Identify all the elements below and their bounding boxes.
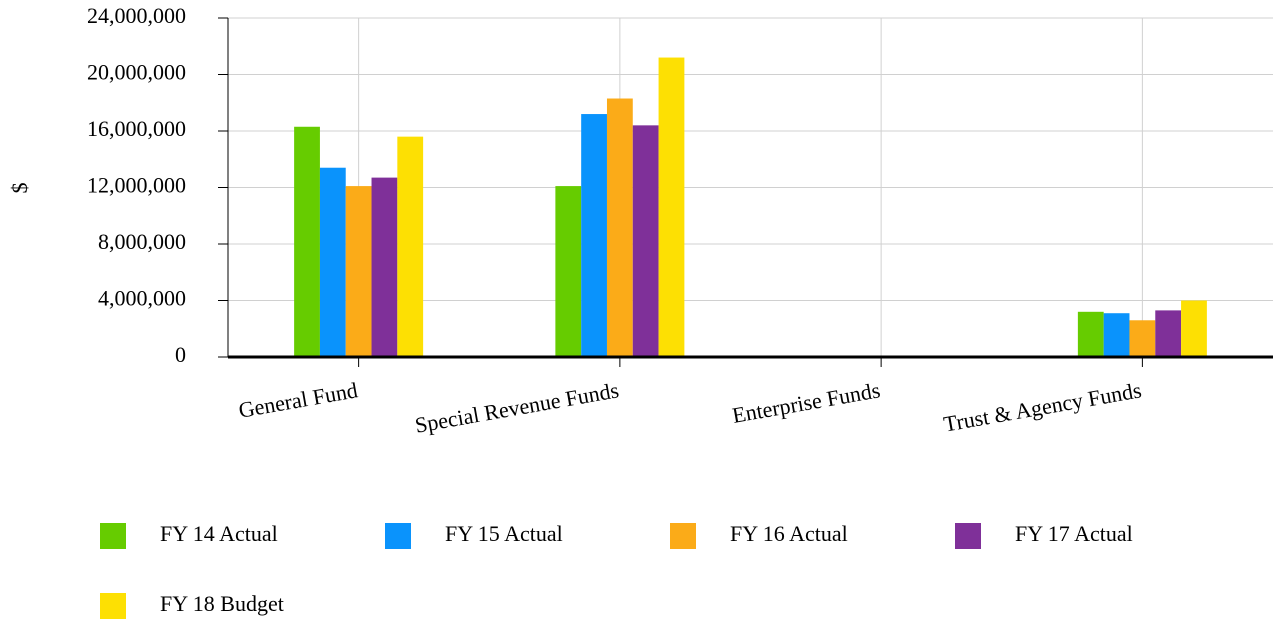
y-tick-label: 24,000,000 — [87, 3, 186, 28]
legend-swatch — [385, 523, 411, 549]
x-tick-label: General Fund — [237, 377, 360, 423]
bar — [1077, 311, 1104, 357]
y-tick-label: 20,000,000 — [87, 60, 186, 85]
legend-label: FY 15 Actual — [445, 521, 563, 546]
bar — [319, 167, 346, 357]
bar — [397, 136, 424, 357]
bar — [1181, 300, 1207, 357]
legend-label: FY 18 Budget — [160, 591, 284, 616]
y-tick-label: 4,000,000 — [98, 286, 186, 311]
bar — [581, 114, 607, 357]
bar — [632, 125, 659, 357]
y-axis-label: $ — [7, 183, 32, 194]
y-tick-label: 16,000,000 — [87, 116, 186, 141]
bar — [294, 126, 320, 357]
bar — [371, 177, 398, 357]
legend-swatch — [100, 523, 126, 549]
legend-swatch — [100, 593, 126, 619]
x-tick-label: Enterprise Funds — [730, 377, 882, 428]
bar — [606, 98, 633, 357]
bar — [1155, 310, 1182, 357]
legend-swatch — [670, 523, 696, 549]
y-tick-label: 12,000,000 — [87, 173, 186, 198]
bar — [1103, 313, 1130, 357]
bar — [658, 57, 685, 358]
x-tick-label: Trust & Agency Funds — [942, 377, 1144, 436]
x-tick-label: Special Revenue Funds — [413, 377, 621, 437]
legend-label: FY 14 Actual — [160, 521, 278, 546]
bar — [1129, 320, 1156, 357]
legend-label: FY 17 Actual — [1015, 521, 1133, 546]
y-tick-label: 0 — [175, 342, 186, 367]
y-tick-label: 8,000,000 — [98, 229, 186, 254]
legend-swatch — [955, 523, 981, 549]
bar — [345, 186, 372, 357]
legend-label: FY 16 Actual — [730, 521, 848, 546]
bar — [555, 186, 582, 357]
